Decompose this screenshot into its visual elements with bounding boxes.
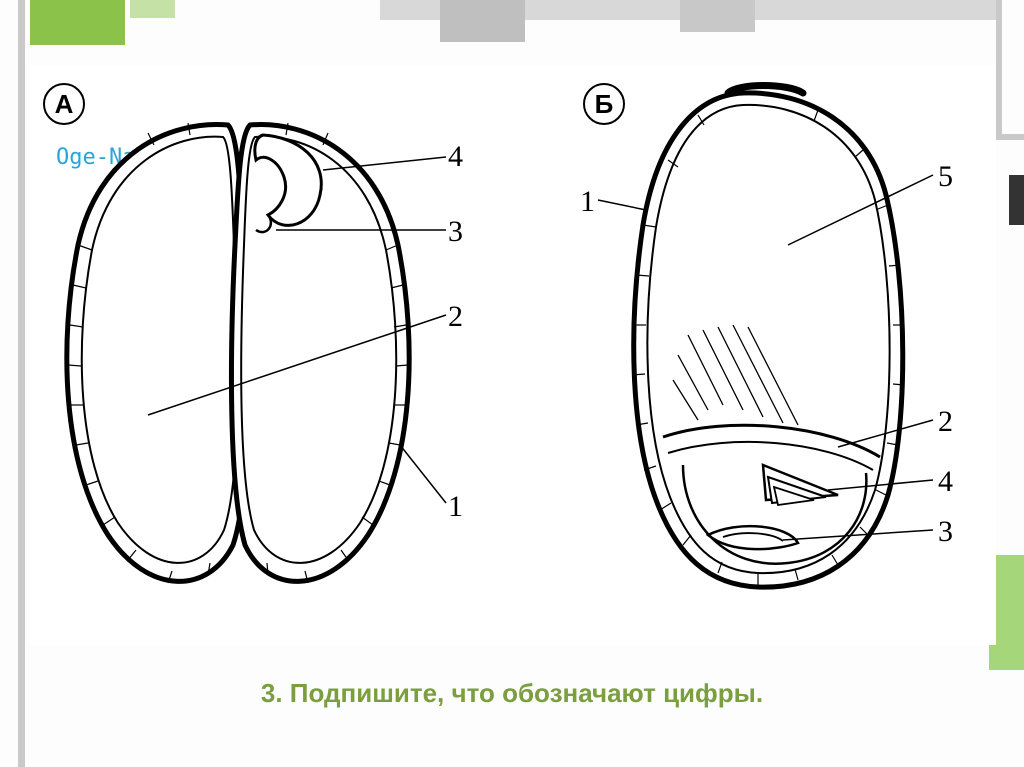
top-lightgreen-block	[130, 0, 175, 18]
label-a-3: 3	[448, 215, 463, 249]
label-a-1: 1	[448, 490, 463, 524]
caption-text: 3. Подпишите, что обозначают цифры.	[0, 678, 1024, 709]
top-gray-square-1	[440, 0, 525, 42]
right-border-decoration	[996, 0, 1024, 140]
diagram-b-svg	[588, 65, 988, 625]
right-black-block	[1009, 175, 1024, 225]
left-border-decoration	[18, 0, 25, 767]
diagram-container: Oge-Nature.ru (c)	[28, 65, 996, 645]
diagram-b-letter: Б	[595, 89, 614, 120]
label-b-3: 3	[938, 515, 953, 549]
label-a-2: 2	[448, 300, 463, 334]
diagram-a-label: А	[43, 83, 85, 125]
top-gray-square-2	[680, 0, 755, 32]
top-green-block	[30, 0, 125, 45]
diagram-a-svg	[28, 65, 498, 625]
label-b-4: 4	[938, 465, 953, 499]
label-b-5: 5	[938, 160, 953, 194]
label-a-4: 4	[448, 140, 463, 174]
label-b-2: 2	[938, 405, 953, 439]
diagram-b-label: Б	[583, 83, 625, 125]
label-b-1: 1	[580, 185, 595, 219]
diagram-a-letter: А	[55, 89, 74, 120]
